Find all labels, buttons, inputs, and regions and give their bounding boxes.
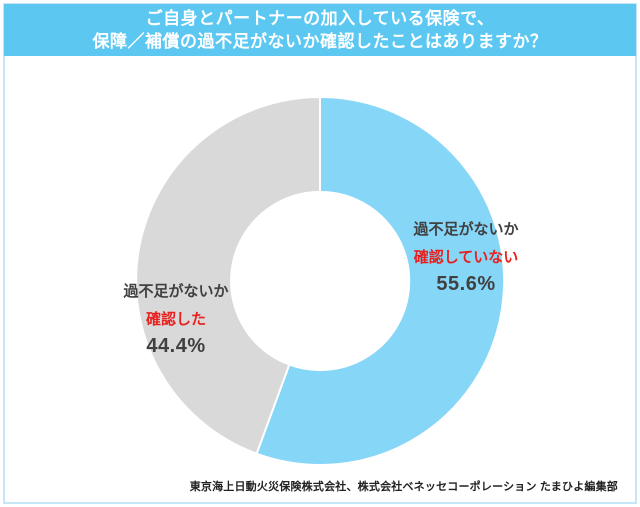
- slice-not-checked: [255, 95, 506, 466]
- label-not-checked-percent: 55.6%: [436, 273, 496, 295]
- label-not-checked-answer: 確認していない: [413, 249, 519, 266]
- label-checked-percent: 44.4%: [146, 335, 206, 357]
- slice-checked: [135, 95, 321, 455]
- source-attribution: 東京海上日動火災保険株式会社、株式会社ベネッセコーポレーション たまひよ編集部: [189, 481, 618, 493]
- chart-title-banner: ご自身とパートナーの加入している保険で、 保障／補償の過不足がないか確認したこと…: [4, 4, 636, 56]
- label-not-checked: 過不足がないか 確認していない 55.6%: [391, 221, 541, 295]
- label-not-checked-question: 過不足がないか: [413, 221, 519, 238]
- label-checked: 過不足がないか 確認した 44.4%: [101, 283, 251, 357]
- label-checked-answer: 確認した: [145, 311, 206, 328]
- title-line-1: ご自身とパートナーの加入している保険で、: [145, 9, 495, 28]
- title-line-2: 保障／補償の過不足がないか確認したことはありますか？: [92, 32, 548, 51]
- label-checked-question: 過不足がないか: [123, 283, 229, 300]
